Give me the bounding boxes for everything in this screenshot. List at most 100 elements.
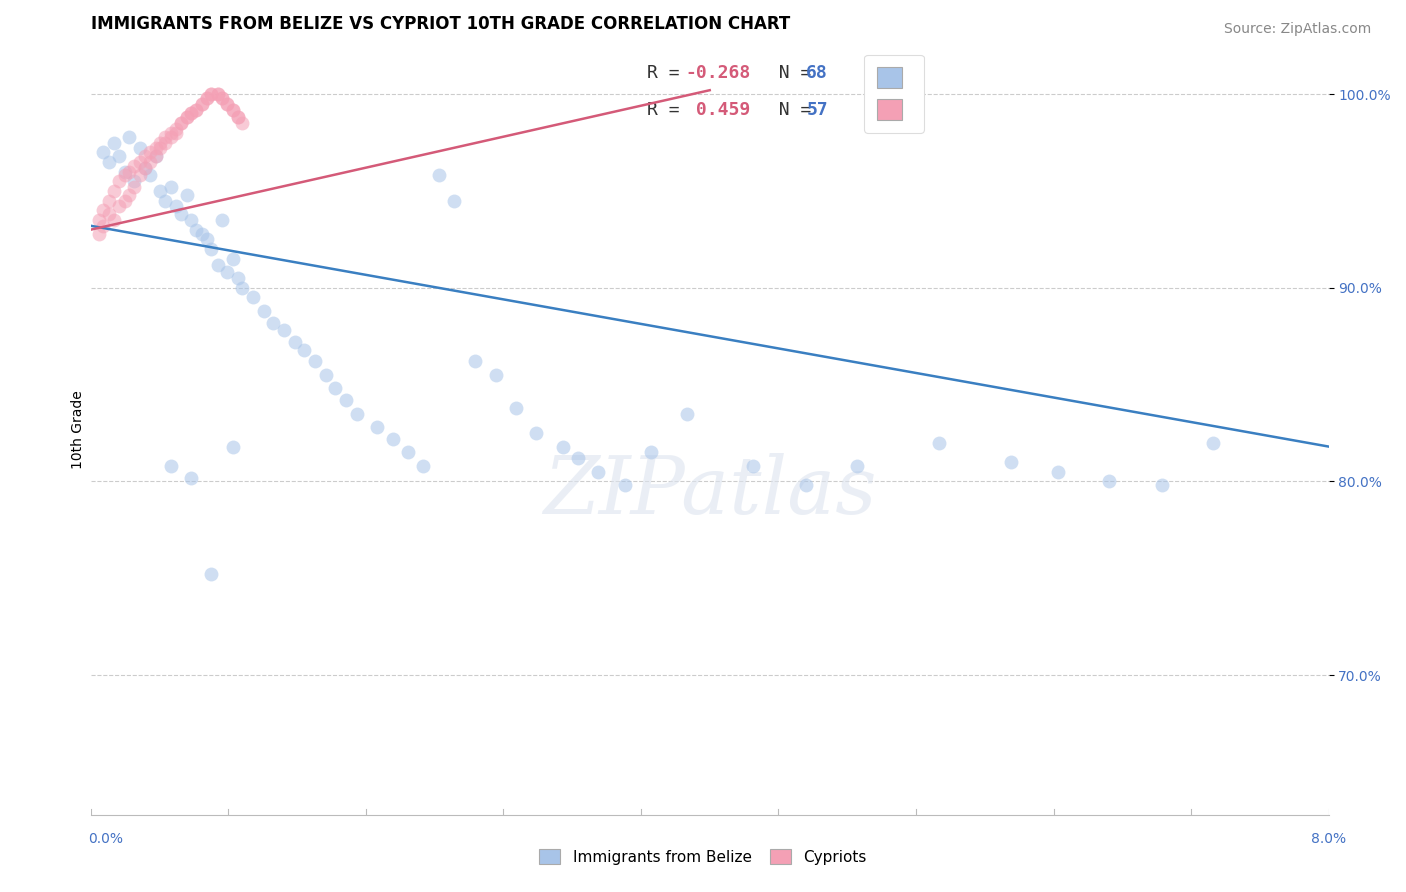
Point bbox=[567, 451, 589, 466]
Point bbox=[304, 354, 326, 368]
Point bbox=[253, 304, 276, 318]
Text: N =: N = bbox=[756, 101, 823, 119]
Point bbox=[200, 87, 222, 101]
Point bbox=[122, 174, 145, 188]
Point bbox=[222, 103, 245, 117]
Point bbox=[794, 478, 817, 492]
Text: -0.268: -0.268 bbox=[685, 64, 751, 82]
Point bbox=[176, 187, 198, 202]
Point bbox=[165, 122, 187, 136]
Point bbox=[134, 149, 156, 163]
Point bbox=[138, 145, 160, 160]
Point bbox=[262, 316, 284, 330]
Point bbox=[195, 232, 218, 246]
Point bbox=[114, 164, 136, 178]
Point bbox=[180, 106, 202, 120]
Point bbox=[145, 149, 167, 163]
Point bbox=[200, 242, 222, 256]
Point bbox=[222, 252, 245, 266]
Point bbox=[242, 290, 264, 304]
Point bbox=[122, 159, 145, 173]
Legend: Immigrants from Belize, Cypriots: Immigrants from Belize, Cypriots bbox=[533, 843, 873, 871]
Point bbox=[129, 154, 152, 169]
Point bbox=[464, 354, 486, 368]
Point bbox=[215, 265, 238, 279]
Point bbox=[207, 87, 229, 101]
Point bbox=[184, 222, 207, 236]
Point bbox=[366, 420, 388, 434]
Point bbox=[98, 207, 121, 221]
Point bbox=[103, 213, 125, 227]
Text: 57: 57 bbox=[806, 101, 828, 119]
Point bbox=[184, 103, 207, 117]
Point bbox=[169, 116, 191, 130]
Text: R =: R = bbox=[647, 64, 690, 82]
Point bbox=[98, 194, 121, 208]
Point bbox=[211, 91, 233, 105]
Point bbox=[551, 440, 574, 454]
Point bbox=[273, 323, 295, 337]
Point bbox=[149, 136, 172, 150]
Text: R =: R = bbox=[647, 101, 690, 119]
Point bbox=[231, 281, 253, 295]
Point bbox=[845, 458, 868, 473]
Point bbox=[160, 458, 183, 473]
Point bbox=[118, 129, 141, 144]
Point bbox=[169, 116, 191, 130]
Point bbox=[1098, 475, 1121, 489]
Point bbox=[207, 258, 229, 272]
Point bbox=[169, 207, 191, 221]
Point bbox=[222, 440, 245, 454]
Point bbox=[222, 103, 245, 117]
Point bbox=[114, 194, 136, 208]
Point bbox=[114, 169, 136, 183]
Point bbox=[138, 169, 160, 183]
Point bbox=[226, 271, 249, 285]
Point bbox=[640, 445, 662, 459]
Point bbox=[412, 458, 434, 473]
Point bbox=[346, 407, 368, 421]
Point bbox=[1150, 478, 1173, 492]
Point bbox=[153, 136, 176, 150]
Text: 8.0%: 8.0% bbox=[1312, 832, 1346, 846]
Point bbox=[134, 161, 156, 175]
Point bbox=[200, 567, 222, 582]
Text: 0.459: 0.459 bbox=[685, 101, 751, 119]
Point bbox=[215, 96, 238, 111]
Point bbox=[1201, 435, 1223, 450]
Point bbox=[335, 393, 357, 408]
Point bbox=[323, 382, 346, 396]
Point bbox=[176, 111, 198, 125]
Point bbox=[149, 184, 172, 198]
Point bbox=[87, 213, 110, 227]
Point bbox=[200, 87, 222, 101]
Point bbox=[505, 401, 527, 415]
Point bbox=[129, 141, 152, 155]
Point bbox=[443, 194, 465, 208]
Text: ZIPatlas: ZIPatlas bbox=[543, 453, 876, 531]
Point bbox=[122, 180, 145, 194]
Point bbox=[215, 96, 238, 111]
Point bbox=[588, 465, 610, 479]
Point bbox=[165, 199, 187, 213]
Point bbox=[180, 213, 202, 227]
Point bbox=[153, 129, 176, 144]
Point bbox=[118, 164, 141, 178]
Point bbox=[107, 174, 129, 188]
Point bbox=[226, 111, 249, 125]
Point bbox=[118, 187, 141, 202]
Point bbox=[160, 126, 183, 140]
Point bbox=[226, 111, 249, 125]
Text: 68: 68 bbox=[806, 64, 828, 82]
Point bbox=[195, 91, 218, 105]
Point bbox=[675, 407, 697, 421]
Point bbox=[91, 145, 114, 160]
Point bbox=[153, 194, 176, 208]
Point bbox=[176, 111, 198, 125]
Point bbox=[107, 199, 129, 213]
Point bbox=[207, 87, 229, 101]
Point bbox=[103, 136, 125, 150]
Text: N =: N = bbox=[756, 64, 823, 82]
Point bbox=[98, 154, 121, 169]
Text: 0.0%: 0.0% bbox=[89, 832, 122, 846]
